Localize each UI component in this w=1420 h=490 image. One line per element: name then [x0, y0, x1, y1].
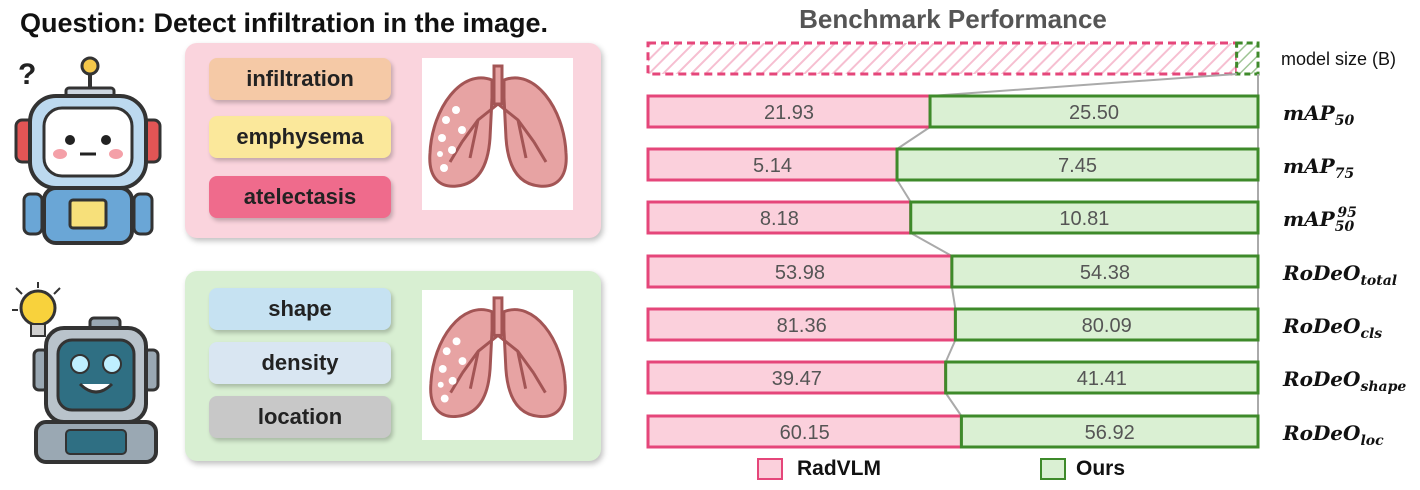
value-label-ours: 41.41 — [1077, 368, 1127, 390]
value-label-ours: 7.45 — [1058, 155, 1097, 177]
legend-label-radvlm: RadVLM — [797, 457, 881, 480]
bar-ours — [909, 200, 1260, 235]
value-label-radvlm: 53.98 — [775, 262, 825, 284]
value-label-radvlm: 5.14 — [753, 155, 792, 177]
connector-line — [910, 232, 953, 257]
size-bar-ours — [1235, 41, 1260, 76]
bar-ours — [959, 414, 1260, 449]
value-label-radvlm: 21.93 — [764, 102, 814, 124]
connector-line — [929, 73, 1237, 97]
metric-label: RoDeOcls — [1282, 314, 1382, 342]
answer-options-panel: infiltration emphysema atelectasis — [185, 43, 601, 238]
bar-radvlm — [646, 147, 899, 182]
value-label-ours: 25.50 — [1069, 102, 1119, 124]
legend-swatch-ours — [1040, 458, 1066, 480]
connector-line — [896, 179, 912, 203]
attribute-shape[interactable]: shape — [209, 288, 391, 330]
confused-robot-icon: ? — [14, 56, 162, 245]
lung-image — [422, 58, 573, 210]
metric-label: RoDeOtotal — [1282, 261, 1397, 289]
lung-image-2 — [422, 290, 573, 440]
idea-robot-icon — [12, 282, 160, 464]
legend-swatch-radvlm — [757, 458, 783, 480]
bar-ours — [944, 360, 1260, 395]
connector-line — [944, 339, 957, 363]
connector-line — [896, 126, 931, 150]
bar-ours — [950, 254, 1260, 289]
option-infiltration[interactable]: infiltration — [209, 58, 391, 100]
value-label-ours: 54.38 — [1080, 262, 1130, 284]
value-label-radvlm: 8.18 — [760, 208, 799, 230]
metric-label: RoDeOshape — [1282, 367, 1406, 395]
connector-line — [944, 392, 963, 417]
attribute-density[interactable]: density — [209, 342, 391, 384]
lungs-icon — [428, 64, 568, 188]
bar-radvlm — [646, 94, 932, 129]
size-row-label: model size (B) — [1281, 49, 1396, 69]
bar-ours — [953, 307, 1260, 342]
attribute-panel: shape density location — [185, 271, 601, 461]
metric-label: mAP50 — [1283, 101, 1354, 129]
metric-label: RoDeOloc — [1282, 421, 1384, 449]
value-label-ours: 56.92 — [1085, 422, 1135, 444]
attribute-location[interactable]: location — [209, 396, 391, 438]
bar-ours — [928, 94, 1260, 129]
bar-ours — [895, 147, 1260, 182]
value-label-radvlm: 60.15 — [780, 422, 830, 444]
bar-radvlm — [646, 414, 963, 449]
option-emphysema[interactable]: emphysema — [209, 116, 391, 158]
chart-title: Benchmark Performance — [799, 4, 1107, 34]
legend-label-ours: Ours — [1076, 457, 1126, 480]
value-label-radvlm: 39.47 — [772, 368, 822, 390]
value-label-ours: 10.81 — [1059, 208, 1109, 230]
metric-label: mAP75 — [1283, 154, 1354, 182]
option-atelectasis[interactable]: atelectasis — [209, 176, 391, 218]
question-text: Question: Detect infiltration in the ima… — [20, 8, 549, 38]
value-label-radvlm: 81.36 — [777, 315, 827, 337]
connector-line — [950, 286, 957, 310]
question-mark-glyph: ? — [18, 58, 36, 91]
metric-label: mAP5095 — [1283, 205, 1357, 235]
size-bar-radvlm — [646, 41, 1239, 76]
value-label-ours: 80.09 — [1082, 315, 1132, 337]
lungs-icon — [429, 296, 567, 418]
